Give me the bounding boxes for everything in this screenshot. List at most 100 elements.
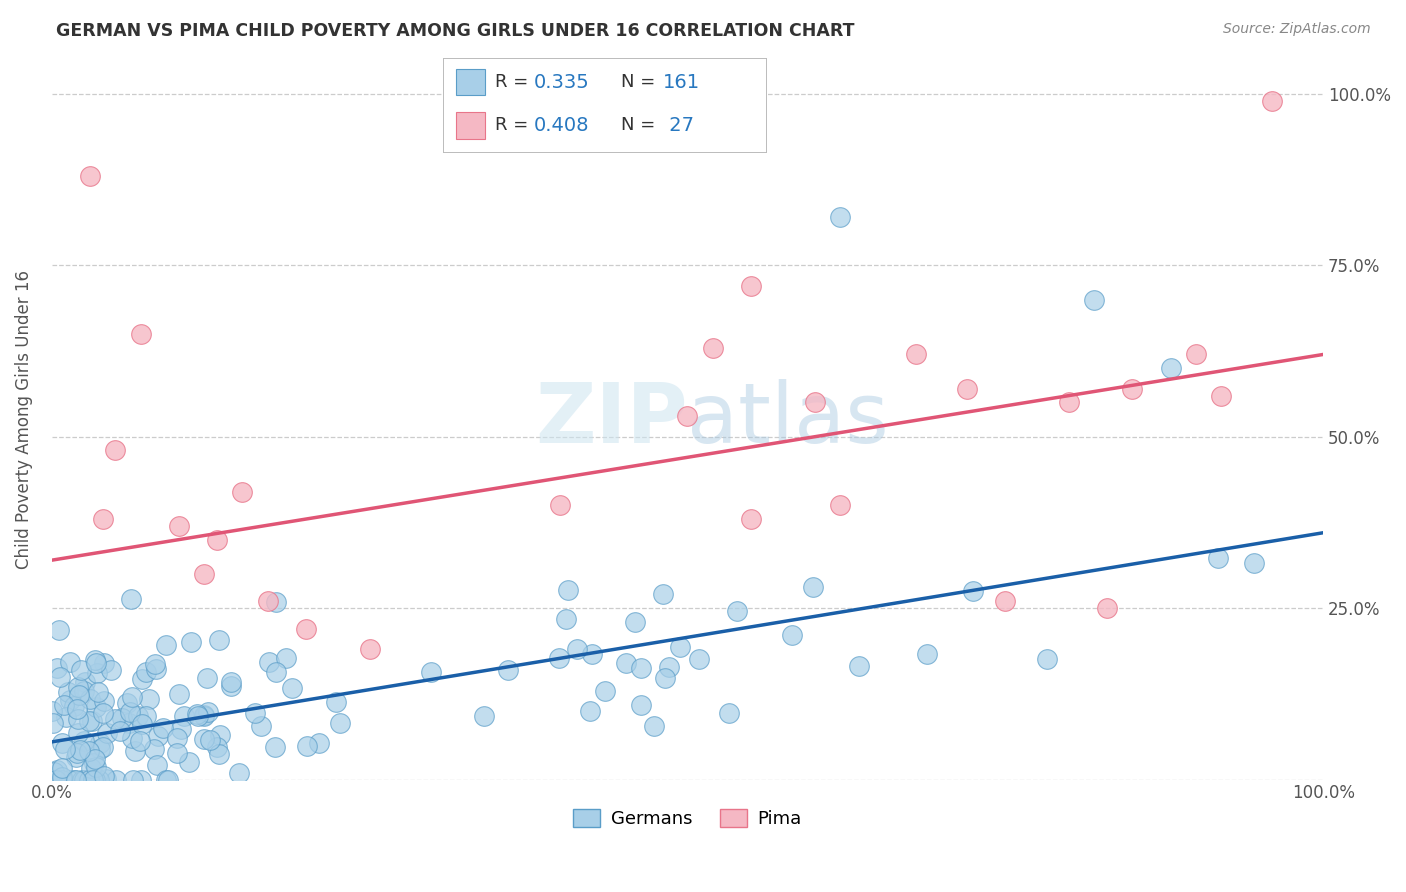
Point <box>53 742 76 756</box>
Point <box>87 772 110 787</box>
Point <box>243 706 266 721</box>
Point <box>55 710 77 724</box>
Point <box>83 772 105 787</box>
Point <box>177 756 200 770</box>
Point <box>67 726 90 740</box>
Point <box>108 724 131 739</box>
Point <box>257 594 280 608</box>
Point <box>121 731 143 745</box>
Point <box>56 685 79 699</box>
Point <box>186 706 208 721</box>
Point <box>72 734 94 748</box>
Point <box>131 673 153 687</box>
Point <box>208 747 231 761</box>
Point <box>66 702 89 716</box>
Point <box>143 657 166 672</box>
Point <box>83 756 105 770</box>
Point <box>420 665 443 679</box>
Point <box>676 409 699 424</box>
Text: N =: N = <box>621 73 661 91</box>
Point <box>962 583 984 598</box>
Point <box>193 708 215 723</box>
Point <box>63 698 86 713</box>
Point <box>77 772 100 787</box>
Point <box>496 663 519 677</box>
Point <box>208 728 231 742</box>
Point <box>193 732 215 747</box>
Point <box>207 739 229 754</box>
Point <box>195 671 218 685</box>
Text: 27: 27 <box>662 116 693 135</box>
Point <box>121 690 143 704</box>
Point <box>169 722 191 736</box>
Point <box>166 746 188 760</box>
Point <box>70 772 93 787</box>
Point <box>93 706 115 721</box>
Point <box>231 484 253 499</box>
Point <box>86 665 108 680</box>
Point <box>472 709 495 723</box>
Point <box>180 634 202 648</box>
Point <box>70 664 93 678</box>
Point <box>53 698 76 712</box>
Point <box>58 772 80 787</box>
Point <box>828 499 851 513</box>
Point <box>73 772 96 787</box>
Point <box>120 591 142 606</box>
Point <box>146 729 169 743</box>
Point <box>86 759 108 773</box>
Point <box>205 533 228 547</box>
Point <box>59 692 82 706</box>
Point <box>630 661 652 675</box>
Point <box>66 681 89 695</box>
Point <box>120 705 142 719</box>
Point <box>62 772 84 787</box>
Point <box>359 642 381 657</box>
Point <box>73 684 96 698</box>
Point <box>616 656 638 670</box>
Point <box>581 647 603 661</box>
Point <box>1095 601 1118 615</box>
Point <box>79 761 101 775</box>
Point <box>79 692 101 706</box>
Point <box>104 443 127 458</box>
Point <box>146 757 169 772</box>
Point <box>557 583 579 598</box>
Point <box>167 519 190 533</box>
Point <box>66 747 89 761</box>
Point <box>1185 347 1208 361</box>
Point <box>250 718 273 732</box>
Point <box>208 633 231 648</box>
Text: 161: 161 <box>662 73 700 92</box>
Point <box>135 665 157 679</box>
Point <box>77 714 100 728</box>
Point <box>643 719 665 733</box>
Point <box>1036 651 1059 665</box>
Point <box>51 770 73 784</box>
Point <box>1160 361 1182 376</box>
Point <box>718 706 741 720</box>
Point <box>93 739 115 754</box>
Point <box>115 696 138 710</box>
Text: 0.335: 0.335 <box>533 73 589 92</box>
Point <box>96 725 118 739</box>
Point <box>103 712 125 726</box>
Point <box>65 750 87 764</box>
Point <box>329 716 352 731</box>
Point <box>89 742 111 756</box>
Point <box>295 739 318 753</box>
Point <box>59 655 82 669</box>
Point <box>65 772 87 787</box>
Point <box>325 695 347 709</box>
Point <box>630 698 652 712</box>
Point <box>593 684 616 698</box>
Point <box>75 675 97 690</box>
Point <box>1243 556 1265 570</box>
Point <box>51 772 73 787</box>
Point <box>264 665 287 680</box>
Point <box>83 772 105 787</box>
Point <box>77 744 100 758</box>
Text: R =: R = <box>495 73 534 91</box>
Point <box>197 705 219 719</box>
Point <box>1121 382 1143 396</box>
